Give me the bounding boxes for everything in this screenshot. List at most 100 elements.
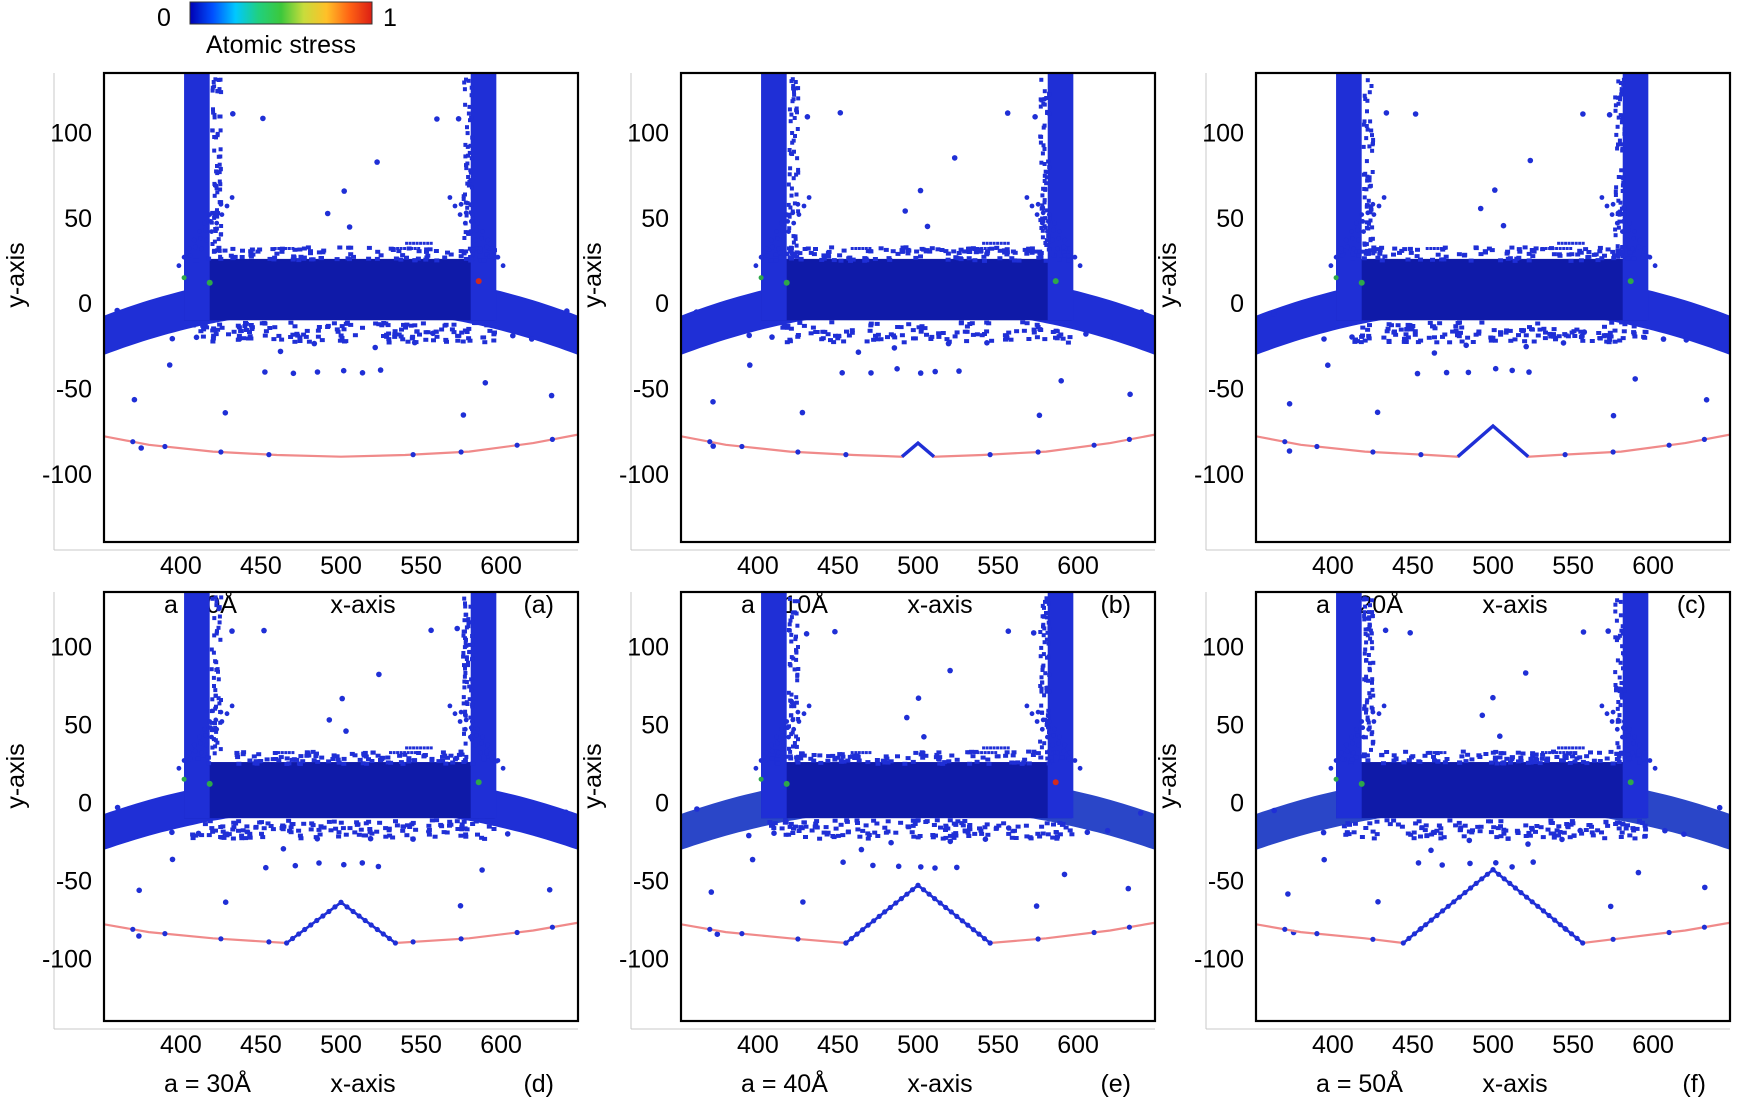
y-tick-label: -50 <box>56 868 92 896</box>
atom <box>1325 362 1331 369</box>
atom <box>858 846 865 853</box>
y-tick-label: -100 <box>42 461 92 489</box>
scattered-atoms <box>1271 627 1723 936</box>
dislocation-dots <box>176 703 506 771</box>
atom <box>548 392 555 399</box>
x-tick-label: 400 <box>737 1031 779 1059</box>
atom <box>346 224 353 230</box>
atom <box>984 340 990 346</box>
x-tick-label: 550 <box>977 552 1019 580</box>
atom <box>855 349 862 356</box>
atom <box>532 830 539 837</box>
x-tick-label: 600 <box>1632 552 1674 580</box>
atom <box>426 828 432 835</box>
left-wall <box>1336 73 1362 321</box>
atom <box>504 831 511 837</box>
atom <box>1439 862 1445 868</box>
atom <box>891 345 898 351</box>
atom <box>455 116 462 122</box>
plot-frame <box>1254 590 1732 1023</box>
atom <box>374 159 380 165</box>
panel-label: (a) <box>523 591 554 619</box>
atom <box>1320 829 1327 836</box>
atom <box>932 368 938 375</box>
atom <box>324 210 331 217</box>
atom <box>564 308 570 314</box>
atom <box>260 115 266 122</box>
atom <box>1415 860 1422 866</box>
atom <box>341 861 347 868</box>
plot-frame <box>102 590 580 1023</box>
y-tick-label: 50 <box>1216 205 1244 233</box>
atom <box>131 396 138 403</box>
atom <box>746 832 752 839</box>
bonded-region <box>1336 762 1647 819</box>
crack-notch <box>900 440 936 458</box>
atom <box>1465 369 1472 376</box>
stress-highlight <box>1358 780 1365 787</box>
y-tick-label: 0 <box>1230 290 1244 318</box>
atom <box>1711 310 1717 316</box>
atom <box>947 667 953 674</box>
atom <box>1138 309 1145 315</box>
atom <box>1321 336 1327 342</box>
y-tick-label: -50 <box>56 376 92 404</box>
colorbar: 0 1 Atomic stress <box>157 1 397 59</box>
atom <box>1030 630 1037 636</box>
atom <box>1004 110 1011 116</box>
atom <box>222 899 229 905</box>
plot-area <box>681 73 1155 458</box>
atom <box>1271 311 1277 317</box>
atom <box>1610 412 1617 419</box>
scattered-atoms <box>114 625 569 939</box>
y-tick-label: 50 <box>1216 712 1244 740</box>
right-wall <box>1047 592 1074 819</box>
atom <box>1084 829 1091 836</box>
atom <box>1580 629 1587 635</box>
atom <box>714 931 721 937</box>
atom <box>261 627 267 634</box>
dislocation-dots <box>1328 195 1658 269</box>
atom <box>1632 376 1638 382</box>
atom <box>1522 670 1529 676</box>
atom <box>341 188 348 194</box>
x-axis-label: x-axis <box>907 1070 972 1098</box>
stress-highlight <box>1052 278 1059 285</box>
x-tick-label: 550 <box>400 552 442 580</box>
boundary-atoms <box>1282 924 1707 942</box>
atom <box>771 830 777 836</box>
atom <box>114 804 121 811</box>
colorbar-title: Atomic stress <box>206 31 356 59</box>
atom <box>1107 333 1113 339</box>
left-wall <box>184 73 210 321</box>
atom <box>1509 367 1515 374</box>
atom <box>694 806 700 812</box>
y-tick-label: 100 <box>50 634 92 662</box>
y-tick-label: 0 <box>78 790 92 818</box>
atom <box>956 368 962 374</box>
dislocation-dots <box>753 195 1083 269</box>
y-tick-label: -100 <box>42 946 92 974</box>
atom <box>482 380 489 386</box>
x-tick-label: 600 <box>1057 1031 1099 1059</box>
plot-frame <box>679 590 1157 1023</box>
y-tick-label: 100 <box>627 120 669 148</box>
scattered-atoms <box>1271 110 1717 454</box>
y-tick-label: -50 <box>633 868 669 896</box>
x-tick-label: 500 <box>1472 1031 1514 1059</box>
x-tick-label: 500 <box>1472 552 1514 580</box>
atom <box>868 370 874 376</box>
atom-cluster <box>190 77 498 345</box>
atom <box>314 369 321 375</box>
y-tick-label: -100 <box>1194 946 1244 974</box>
atom <box>193 334 200 341</box>
atom <box>428 627 434 634</box>
atom <box>1003 333 1010 339</box>
scattered-atoms <box>694 628 1144 937</box>
boundary-line <box>104 901 578 945</box>
atom <box>1383 110 1390 116</box>
x-tick-label: 450 <box>240 552 282 580</box>
x-axis-label: x-axis <box>907 591 972 619</box>
atom <box>749 856 756 863</box>
